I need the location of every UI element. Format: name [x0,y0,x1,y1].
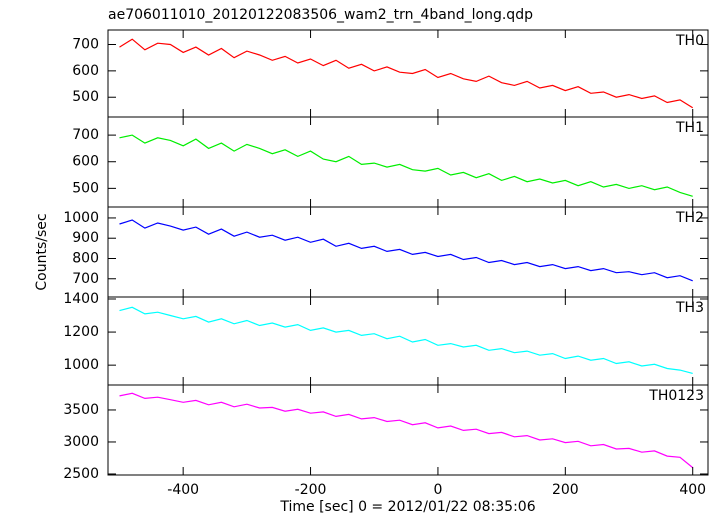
data-line [119,306,693,374]
panel-frame [107,116,709,208]
y-tick-label: 900 [72,230,99,246]
y-tick-label: 1200 [63,324,99,340]
y-tick-label: 600 [72,63,99,79]
x-tick-label: -400 [167,482,199,498]
series-label: TH0123 [648,388,704,404]
x-tick-label: 0 [433,482,442,498]
y-tick-label: 1400 [63,291,99,307]
chart-title: ae706011010_20120122083506_wam2_trn_4ban… [108,7,533,23]
data-line [119,38,694,109]
y-tick-label: 700 [72,127,99,143]
series-label: TH1 [675,120,704,136]
y-tick-label: 3000 [63,434,99,450]
y-axis-label: Counts/sec [34,213,50,290]
panel-frame [107,296,709,386]
x-axis-label: Time [sec] 0 = 2012/01/22 08:35:06 [279,499,535,515]
y-tick-label: 1000 [63,357,99,373]
x-tick-label: -200 [295,482,327,498]
x-tick-label: 200 [552,482,579,498]
data-line [119,134,693,197]
y-tick-label: 1000 [63,210,99,226]
panel-frame [107,384,709,476]
y-tick-label: 2500 [63,466,99,482]
series-label: TH0 [675,33,704,49]
y-tick-label: 700 [72,271,99,287]
data-line [119,392,694,469]
y-tick-label: 600 [72,154,99,170]
series-label: TH3 [675,300,704,316]
y-tick-label: 700 [72,37,99,53]
series-label: TH2 [675,210,704,226]
y-tick-label: 500 [72,89,99,105]
y-tick-label: 500 [72,180,99,196]
data-line [119,219,693,282]
y-tick-label: 3500 [63,402,99,418]
y-tick-label: 800 [72,250,99,266]
x-tick-label: 400 [679,482,706,498]
